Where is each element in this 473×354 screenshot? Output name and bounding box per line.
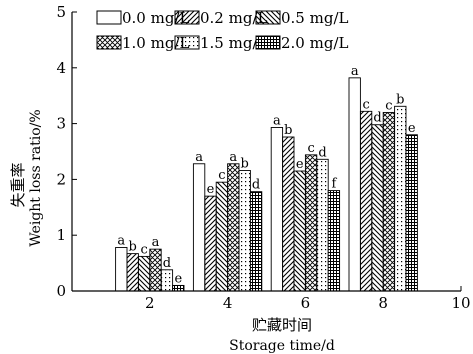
bar	[115, 247, 128, 292]
legend-swatch	[255, 35, 281, 50]
legend-label: 0.5 mg/L	[281, 9, 349, 27]
significance-letter: e	[296, 157, 304, 172]
legend-item: 0.2 mg/L	[174, 9, 268, 27]
y-tick-label: 5	[56, 3, 66, 21]
legend-swatch	[174, 35, 200, 50]
significance-letter: a	[351, 64, 359, 79]
legend-swatch	[96, 35, 122, 50]
legend-item: 1.5 mg/L	[174, 34, 268, 52]
significance-letter: a	[229, 150, 237, 165]
bar	[160, 269, 174, 292]
legend-label: 2.0 mg/L	[281, 34, 349, 52]
legend-label: 1.5 mg/L	[200, 34, 268, 52]
significance-letter: d	[318, 145, 326, 160]
significance-letter: b	[129, 240, 137, 255]
bar	[270, 127, 284, 292]
significance-letter: b	[241, 156, 249, 171]
bar	[394, 105, 407, 292]
x-tick-label: 2	[145, 294, 155, 312]
x-tick-label: 8	[378, 294, 388, 312]
bar	[238, 170, 251, 292]
significance-letter: c	[307, 141, 314, 156]
significance-letter: d	[373, 111, 381, 126]
bar	[137, 255, 151, 292]
bar	[371, 124, 384, 292]
bar	[126, 253, 139, 292]
x-tick-label: 10	[451, 294, 470, 312]
bar	[348, 77, 361, 292]
significance-letter: e	[408, 121, 416, 136]
significance-letter: e	[174, 271, 182, 286]
legend-swatch	[96, 10, 122, 25]
bar	[249, 191, 263, 292]
bar	[192, 163, 206, 292]
legend-label: 0.0 mg/L	[122, 9, 190, 27]
y-tick-label: 1	[56, 226, 66, 244]
bar	[215, 181, 229, 292]
bar	[405, 134, 418, 292]
significance-letter: a	[117, 233, 125, 248]
legend-swatch	[174, 10, 200, 25]
y-tick-label: 3	[56, 115, 66, 133]
bar	[293, 170, 306, 292]
significance-letter: e	[207, 182, 215, 197]
legend-item: 0.5 mg/L	[255, 9, 349, 27]
significance-letter: f	[331, 177, 337, 192]
bar	[359, 110, 373, 292]
legend: 0.0 mg/L 0.2 mg/L 0.5 mg/L 1.0 mg/L 1.5 mg/L…	[96, 9, 349, 52]
legend-item: 2.0 mg/L	[255, 34, 349, 52]
significance-letter: c	[385, 98, 392, 113]
y-tick-label: 0	[56, 282, 66, 300]
x-axis-title-cn: 贮藏时间	[252, 316, 312, 334]
bar	[382, 111, 396, 292]
bar	[304, 154, 318, 292]
bar	[227, 163, 240, 292]
legend-label: 1.0 mg/L	[122, 34, 190, 52]
bar	[204, 195, 217, 292]
bar	[282, 136, 295, 292]
significance-letter: c	[362, 97, 369, 112]
significance-letter: d	[252, 178, 260, 193]
significance-letter: a	[195, 150, 203, 165]
x-tick-label: 6	[301, 294, 311, 312]
bar	[316, 158, 329, 292]
significance-letter: b	[284, 123, 292, 138]
legend-swatch	[255, 10, 281, 25]
x-axis-title: Storage time/d	[229, 338, 335, 354]
bar	[327, 190, 341, 292]
bar	[149, 248, 162, 292]
y-tick-label: 2	[56, 170, 66, 188]
x-tick-label: 4	[223, 294, 233, 312]
significance-letter: c	[218, 168, 225, 183]
significance-letter: b	[396, 92, 404, 107]
significance-letter: a	[273, 114, 281, 129]
axes: 0 1 2 3 4 5 2 4 6 8 10	[56, 3, 470, 312]
legend-item: 0.0 mg/L	[96, 9, 190, 27]
y-tick-label: 4	[56, 59, 66, 77]
y-axis-title: Weight loss ratio/%	[28, 109, 44, 246]
legend-label: 0.2 mg/L	[200, 9, 268, 27]
significance-letter: d	[163, 256, 171, 271]
legend-item: 1.0 mg/L	[96, 34, 190, 52]
y-axis-title-cn: 失重率	[9, 162, 27, 207]
significance-letter: a	[152, 235, 160, 250]
significance-letter: c	[140, 242, 147, 257]
